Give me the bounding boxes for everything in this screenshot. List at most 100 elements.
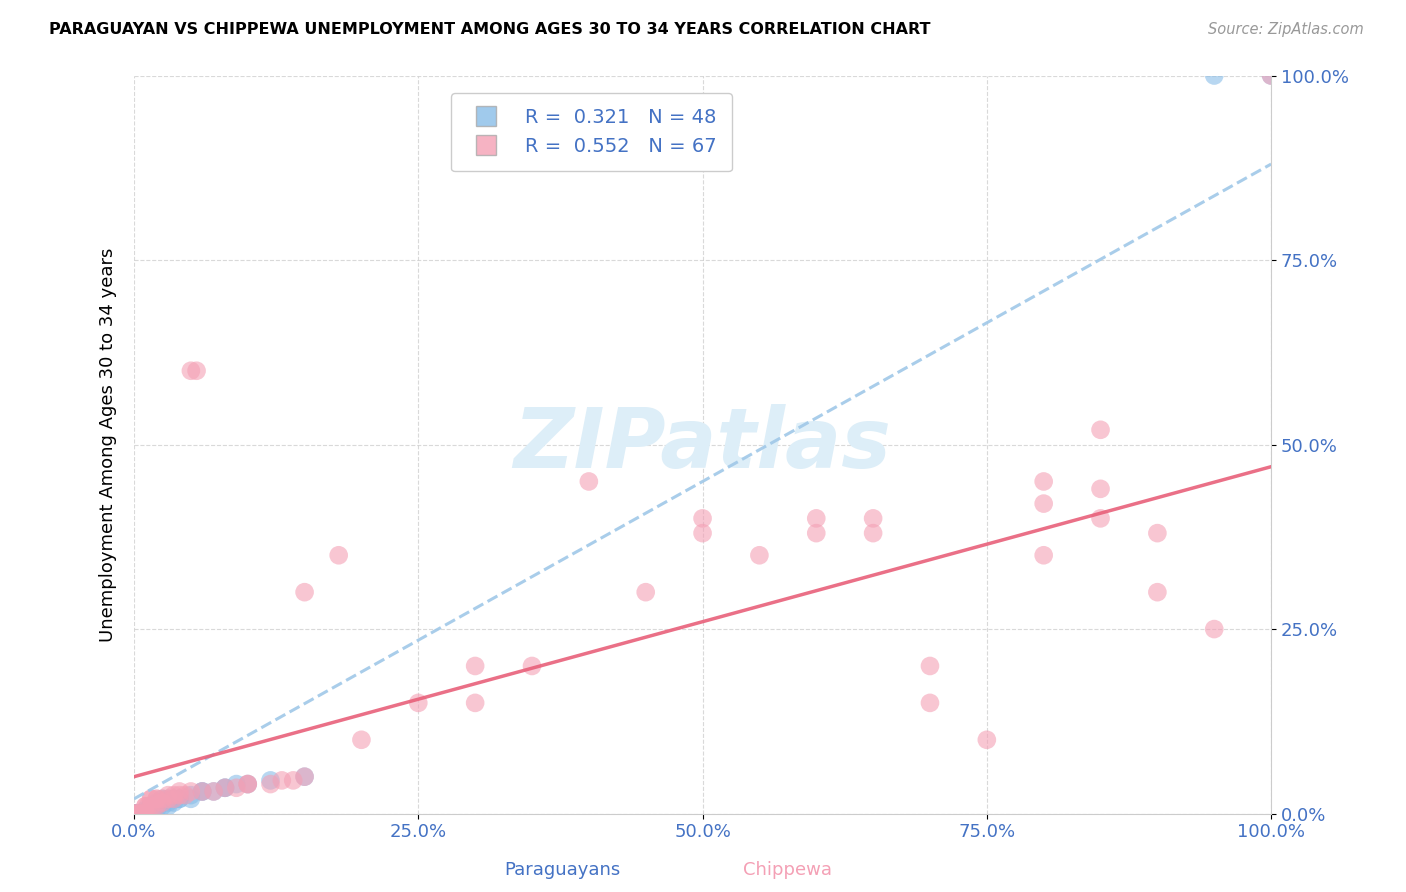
Point [145,792,167,806]
Point [157,796,180,810]
Point [152,796,174,810]
Point [1090,511,1112,525]
Point [1260,69,1282,83]
Point [145,803,167,817]
Text: Source: ZipAtlas.com: Source: ZipAtlas.com [1208,22,1364,37]
Point [163,792,186,806]
Point [152,796,174,810]
Point [520,659,543,673]
Text: Chippewa: Chippewa [742,861,832,879]
Point [134,799,156,814]
Point [152,799,174,814]
Point [122,806,145,821]
Point [191,784,214,798]
Point [128,806,150,821]
Point [259,773,281,788]
Point [134,806,156,821]
Point [128,806,150,821]
Point [862,511,884,525]
Point [145,799,167,814]
Point [134,806,156,821]
Point [202,784,225,798]
Point [152,792,174,806]
Point [136,803,159,817]
Point [180,364,202,378]
Point [1090,423,1112,437]
Point [180,788,202,802]
Point [283,773,305,788]
Point [122,806,145,821]
Point [236,777,259,791]
Point [134,803,156,817]
Point [122,806,145,821]
Point [180,792,202,806]
Point [918,696,941,710]
Point [191,784,214,798]
Point [122,806,145,821]
Point [1260,69,1282,83]
Point [236,777,259,791]
Point [174,788,197,802]
Point [169,792,191,806]
Point [139,792,162,806]
Point [134,806,156,821]
Point [132,806,155,821]
Point [132,806,155,821]
Point [1204,69,1226,83]
Point [191,784,214,798]
Point [270,773,292,788]
Point [128,806,150,821]
Point [169,792,191,806]
Point [139,799,162,814]
Point [1090,482,1112,496]
Text: ZIPatlas: ZIPatlas [513,404,891,485]
Point [214,780,236,795]
Point [122,806,145,821]
Point [145,799,167,814]
Point [225,780,247,795]
Point [1146,585,1168,599]
Point [294,585,316,599]
Point [180,784,202,798]
Point [139,792,162,806]
Point [214,780,236,795]
Point [139,799,162,814]
Point [143,799,166,814]
Point [748,549,770,563]
Point [152,792,174,806]
Point [464,696,486,710]
Point [806,511,828,525]
Point [214,780,236,795]
Point [136,799,159,814]
Point [350,732,373,747]
Point [1032,475,1054,489]
Point [122,806,145,821]
Point [122,806,145,821]
Point [918,659,941,673]
Point [143,799,166,814]
Point [163,792,186,806]
Text: Paraguayans: Paraguayans [505,861,620,879]
Point [806,526,828,541]
Point [169,788,191,802]
Point [163,788,186,802]
Point [464,659,486,673]
Point [976,732,998,747]
Point [145,799,167,814]
Legend: R =  0.321   N = 48, R =  0.552   N = 67: R = 0.321 N = 48, R = 0.552 N = 67 [451,93,733,171]
Point [294,770,316,784]
Point [408,696,430,710]
Point [128,806,150,821]
Point [169,784,191,798]
Point [157,799,180,814]
Point [1146,526,1168,541]
Y-axis label: Unemployment Among Ages 30 to 34 years: Unemployment Among Ages 30 to 34 years [100,247,117,641]
Point [1032,497,1054,511]
Point [122,806,145,821]
Point [128,806,150,821]
Point [157,792,180,806]
Point [578,475,600,489]
Point [1032,549,1054,563]
Point [134,799,156,814]
Point [132,806,155,821]
